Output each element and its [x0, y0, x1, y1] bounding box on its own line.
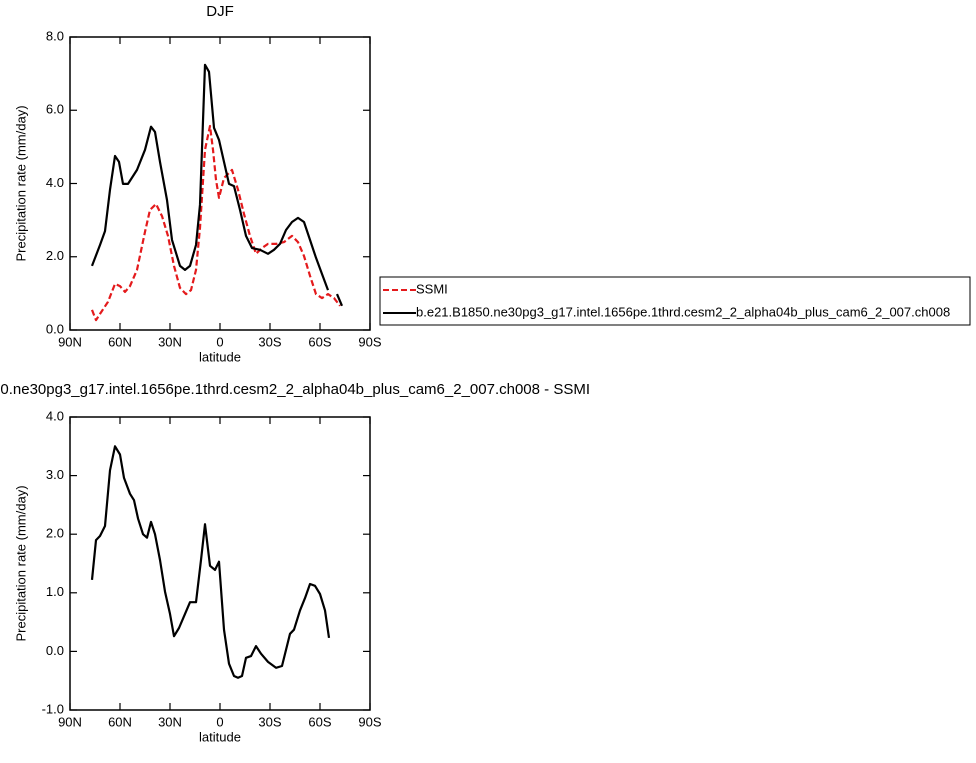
- x-tick-label: 30S: [258, 714, 281, 729]
- x-tick-label: 90N: [58, 334, 82, 349]
- x-tick-label: 0: [216, 334, 223, 349]
- x-tick-label: 60S: [308, 334, 331, 349]
- x-axis-label: latitude: [199, 349, 241, 364]
- x-tick-label: 90S: [358, 714, 381, 729]
- y-tick-label: 3.0: [46, 467, 64, 482]
- x-tick-label: 30S: [258, 334, 281, 349]
- legend-label: b.e21.B1850.ne30pg3_g17.intel.1656pe.1th…: [416, 304, 950, 319]
- x-axis-label: latitude: [199, 729, 241, 744]
- data-line: [90, 124, 341, 322]
- y-tick-label: 4.0: [46, 175, 64, 190]
- data-line: [90, 63, 344, 307]
- legend-label: SSMI: [416, 281, 448, 296]
- y-axis-label: Precipitation rate (mm/day): [13, 105, 28, 261]
- x-tick-label: 30N: [158, 714, 182, 729]
- y-tick-label: -1.0: [42, 701, 64, 716]
- y-tick-label: 2.0: [46, 248, 64, 263]
- y-tick-label: 0.0: [46, 643, 64, 658]
- chart-title: b.e21.B1850.ne30pg3_g17.intel.1656pe.1th…: [0, 381, 590, 398]
- y-tick-label: 0.0: [46, 321, 64, 336]
- chart-title: DJF: [206, 3, 234, 20]
- y-tick-label: 6.0: [46, 102, 64, 117]
- y-axis-label: Precipitation rate (mm/day): [13, 485, 28, 641]
- legend-box: [379, 276, 971, 326]
- x-tick-label: 0: [216, 714, 223, 729]
- y-tick-label: 4.0: [46, 408, 64, 423]
- x-tick-label: 90S: [358, 334, 381, 349]
- y-tick-label: 1.0: [46, 584, 64, 599]
- y-tick-label: 8.0: [46, 28, 64, 43]
- x-tick-label: 30N: [158, 334, 182, 349]
- x-tick-label: 60N: [108, 714, 132, 729]
- x-tick-label: 60N: [108, 334, 132, 349]
- y-tick-label: 2.0: [46, 526, 64, 541]
- data-line: [90, 445, 331, 679]
- x-tick-label: 60S: [308, 714, 331, 729]
- x-tick-label: 90N: [58, 714, 82, 729]
